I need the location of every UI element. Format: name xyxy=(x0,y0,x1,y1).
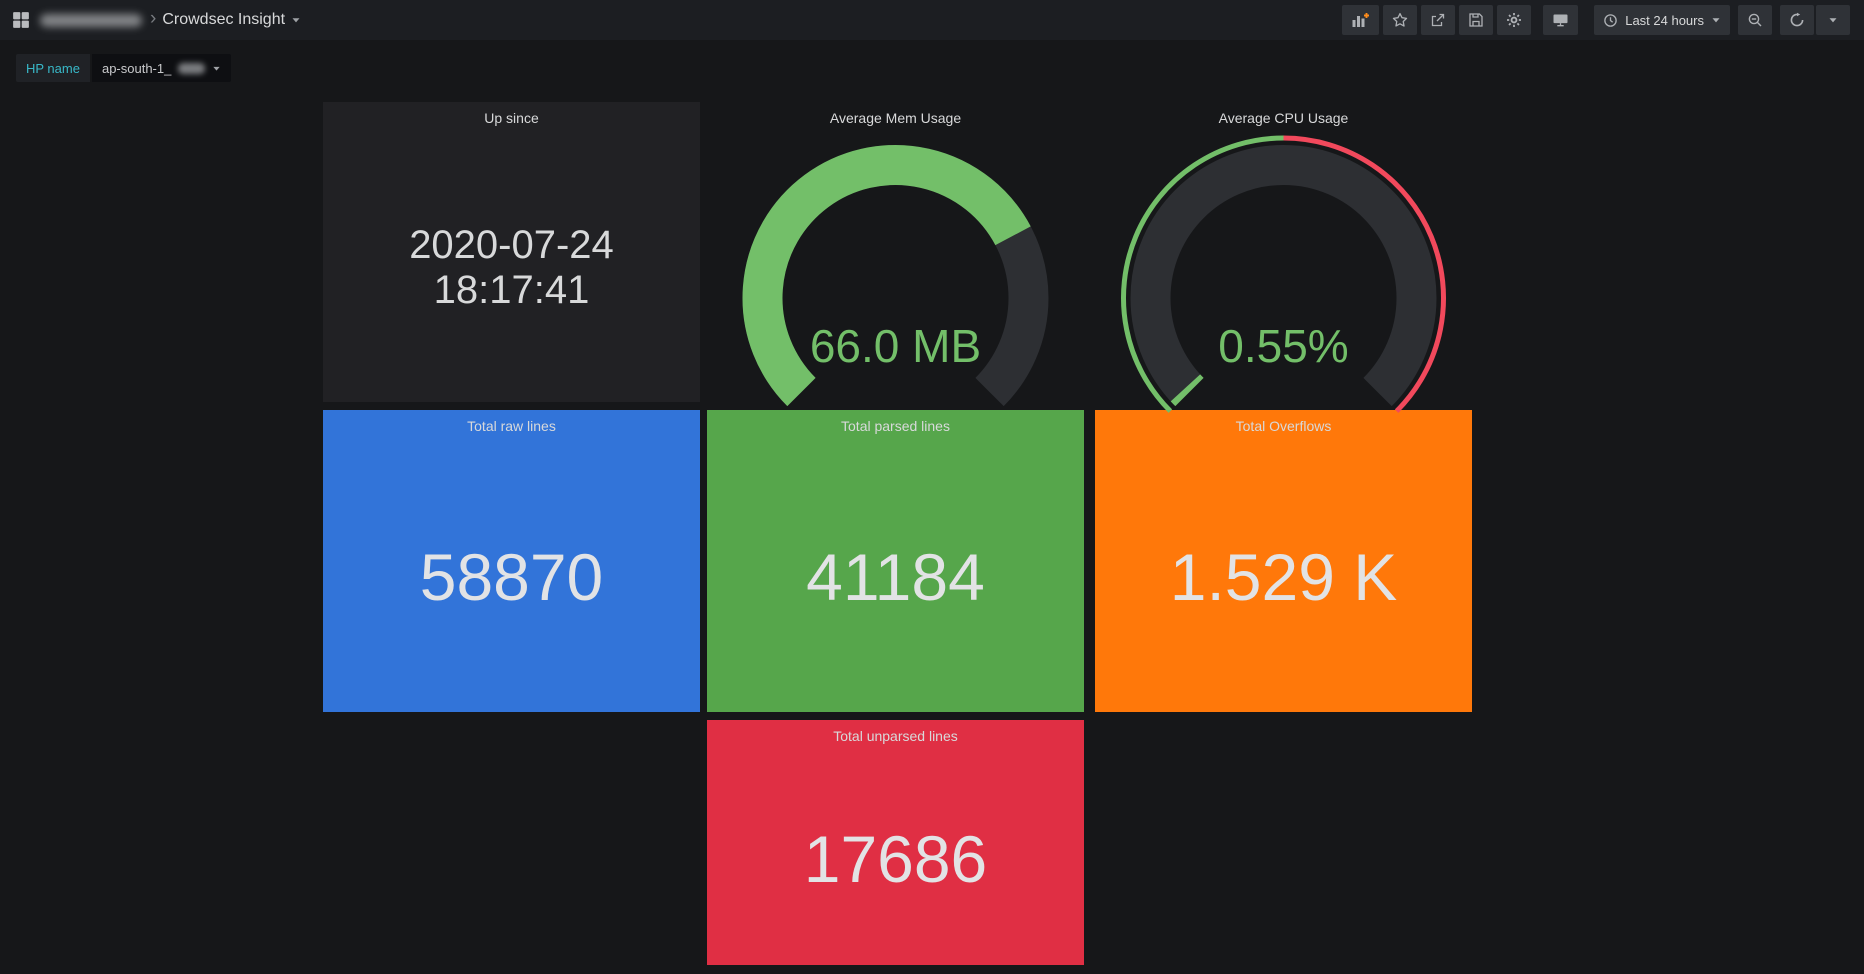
variable-dropdown[interactable]: ap-south-1_ xyxy=(91,54,232,82)
apps-grid-icon[interactable] xyxy=(12,11,30,29)
zoom-out-button[interactable] xyxy=(1738,5,1772,35)
chevron-down-icon[interactable] xyxy=(291,15,301,25)
stat-value: 17686 xyxy=(803,821,988,896)
cpu-usage-gauge xyxy=(1121,135,1446,413)
chevron-down-icon xyxy=(1829,18,1837,23)
dashboard-title[interactable]: Crowdsec Insight xyxy=(162,11,286,28)
toolbar: Last 24 hours xyxy=(1338,5,1850,35)
share-button[interactable] xyxy=(1421,5,1456,35)
cycle-view-button[interactable] xyxy=(1543,5,1579,35)
panel-avg-cpu-gauge: Average CPU Usage 0.55% xyxy=(1095,102,1472,413)
panel-title[interactable]: Average Mem Usage xyxy=(829,110,962,126)
add-panel-button[interactable] xyxy=(1342,5,1380,35)
panel-title[interactable]: Average CPU Usage xyxy=(1218,110,1349,126)
save-icon xyxy=(1469,13,1483,27)
star-icon xyxy=(1393,12,1408,27)
mem-usage-value: 66.0 MB xyxy=(809,320,982,372)
template-variables-row: HP name ap-south-1_ xyxy=(16,54,232,82)
breadcrumb-separator: › xyxy=(150,8,157,29)
panel-total-raw-lines: Total raw lines 58870 xyxy=(323,410,700,712)
navbar: › Crowdsec Insight xyxy=(0,0,1864,40)
up-since-value: 2020-07-24 18:17:41 xyxy=(409,223,614,312)
panel-total-unparsed-lines: Total unparsed lines 17686 xyxy=(707,720,1084,965)
add-panel-icon xyxy=(1352,13,1370,27)
save-button[interactable] xyxy=(1459,5,1494,35)
stat-value: 41184 xyxy=(806,540,985,614)
refresh-button[interactable] xyxy=(1780,5,1814,35)
panel-total-parsed-lines: Total parsed lines 41184 xyxy=(707,410,1084,712)
settings-button[interactable] xyxy=(1497,5,1532,35)
panel-up-since: Up since 2020-07-24 18:17:41 xyxy=(323,102,700,402)
cpu-usage-value: 0.55% xyxy=(1218,320,1349,372)
stat-value: 1.529 K xyxy=(1169,540,1398,614)
variable-value: ap-south-1_ xyxy=(101,60,172,76)
panel-title[interactable]: Total raw lines xyxy=(467,418,556,434)
variable-label: HP name xyxy=(16,54,90,82)
refresh-interval-dropdown[interactable] xyxy=(1816,5,1850,35)
gear-icon xyxy=(1507,13,1522,27)
panel-title[interactable]: Total unparsed lines xyxy=(833,728,958,744)
panel-title[interactable]: Total Overflows xyxy=(1235,418,1332,434)
chevron-down-icon xyxy=(1712,18,1720,23)
panel-total-overflows: Total Overflows 1.529 K xyxy=(1095,410,1472,712)
redacted-variable-suffix xyxy=(178,62,206,74)
panel-title[interactable]: Total parsed lines xyxy=(841,418,950,434)
clock-icon xyxy=(1604,13,1617,27)
share-icon xyxy=(1432,13,1445,27)
monitor-icon xyxy=(1553,14,1568,27)
refresh-icon xyxy=(1790,12,1804,27)
magnifier-minus-icon xyxy=(1748,13,1762,27)
stat-value: 58870 xyxy=(419,540,604,614)
time-range-label: Last 24 hours xyxy=(1625,12,1704,28)
panel-avg-mem-gauge: Average Mem Usage 66.0 MB xyxy=(707,102,1084,407)
chevron-down-icon xyxy=(212,64,221,73)
breadcrumb: › Crowdsec Insight xyxy=(12,9,301,31)
time-range-picker[interactable]: Last 24 hours xyxy=(1594,5,1730,35)
redacted-org-name[interactable] xyxy=(40,13,142,27)
panel-title[interactable]: Up since xyxy=(484,110,539,126)
star-button[interactable] xyxy=(1383,5,1418,35)
mem-usage-gauge xyxy=(742,145,1049,407)
